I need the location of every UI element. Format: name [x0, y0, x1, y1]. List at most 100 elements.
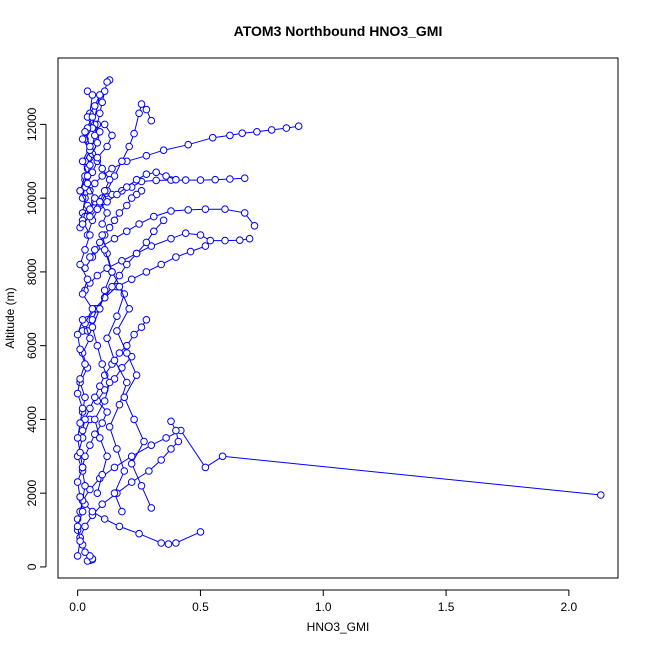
data-point — [137, 187, 146, 195]
data-point — [172, 539, 180, 547]
data-point — [91, 179, 99, 188]
data-point — [91, 194, 99, 202]
data-point — [105, 223, 114, 232]
data-point — [201, 242, 210, 250]
data-point — [127, 194, 136, 202]
data-point — [142, 316, 151, 324]
data-point — [81, 360, 89, 368]
chart-title: ATOM3 Northbound HNO3_GMI — [234, 23, 443, 39]
data-point — [73, 478, 82, 486]
data-point — [201, 463, 210, 472]
data-point — [150, 212, 158, 221]
data-point — [105, 378, 114, 387]
data-point — [115, 282, 124, 291]
data-point — [118, 257, 126, 265]
data-point — [157, 260, 165, 269]
series — [113, 282, 156, 512]
data-point — [130, 415, 138, 424]
data-point — [226, 175, 234, 183]
data-point — [157, 539, 165, 547]
x-axis: 0.0 0.5 1.0 1.5 2.0 — [69, 589, 578, 614]
data-point — [91, 430, 99, 439]
data-point — [164, 540, 173, 548]
y-axis: 0 2000 4000 6000 8000 10000 12000 — [25, 107, 47, 570]
data-point — [123, 201, 131, 210]
data-point — [78, 316, 87, 324]
data-point — [208, 133, 217, 142]
data-point — [83, 275, 92, 284]
data-point — [98, 500, 106, 509]
data-point — [115, 400, 124, 409]
data-point — [73, 330, 82, 339]
data-point — [162, 434, 170, 442]
data-point — [226, 131, 234, 140]
data-point — [76, 419, 84, 427]
data-point — [86, 142, 94, 151]
y-tick-label: 0 — [25, 563, 39, 570]
data-point — [86, 485, 94, 494]
data-point — [125, 305, 133, 313]
series-line — [79, 116, 93, 192]
data-point — [167, 207, 175, 215]
data-point — [238, 129, 246, 137]
plot-area — [73, 76, 605, 565]
data-point — [76, 448, 84, 457]
data-point — [140, 437, 148, 446]
data-point — [113, 312, 121, 321]
data-point — [120, 467, 129, 475]
data-point — [108, 268, 116, 276]
data-point — [218, 452, 227, 461]
data-point — [105, 423, 114, 431]
data-point — [150, 227, 158, 236]
data-point — [105, 175, 114, 184]
data-point — [127, 452, 136, 461]
data-point — [86, 334, 94, 343]
series — [73, 415, 97, 565]
data-point — [137, 100, 146, 108]
data-point — [88, 323, 97, 332]
data-point — [159, 146, 168, 154]
data-point — [98, 172, 106, 180]
data-point — [76, 345, 84, 354]
data-point — [240, 174, 249, 182]
series — [100, 246, 131, 516]
data-point — [93, 153, 102, 162]
data-point — [186, 247, 195, 256]
data-point — [100, 87, 109, 95]
data-point — [147, 116, 156, 125]
data-point — [167, 445, 175, 453]
data-point — [96, 128, 104, 136]
data-point — [201, 205, 210, 213]
data-point — [103, 209, 111, 217]
data-point — [172, 426, 180, 435]
data-point — [110, 172, 119, 180]
series-line — [96, 124, 113, 225]
data-point — [115, 522, 124, 531]
data-point — [196, 528, 205, 536]
data-point — [81, 522, 89, 531]
data-point — [86, 212, 94, 221]
data-point — [196, 231, 205, 239]
data-point — [221, 236, 229, 245]
data-point — [78, 135, 87, 143]
data-point — [96, 238, 104, 247]
data-point — [127, 459, 136, 468]
data-point — [147, 441, 156, 450]
data-point — [93, 205, 102, 213]
data-point — [91, 246, 99, 254]
data-point — [78, 157, 87, 166]
data-point — [81, 128, 89, 136]
data-point — [98, 419, 106, 427]
data-point — [110, 489, 119, 498]
data-point — [123, 227, 131, 236]
series — [76, 493, 205, 548]
y-axis-label: Altitude (m) — [3, 287, 17, 348]
x-tick-label: 0.0 — [69, 600, 86, 614]
data-point — [211, 175, 219, 184]
data-point — [88, 168, 97, 177]
data-point — [245, 234, 254, 243]
data-point — [78, 463, 87, 472]
data-point — [184, 140, 192, 149]
data-point — [236, 236, 244, 244]
